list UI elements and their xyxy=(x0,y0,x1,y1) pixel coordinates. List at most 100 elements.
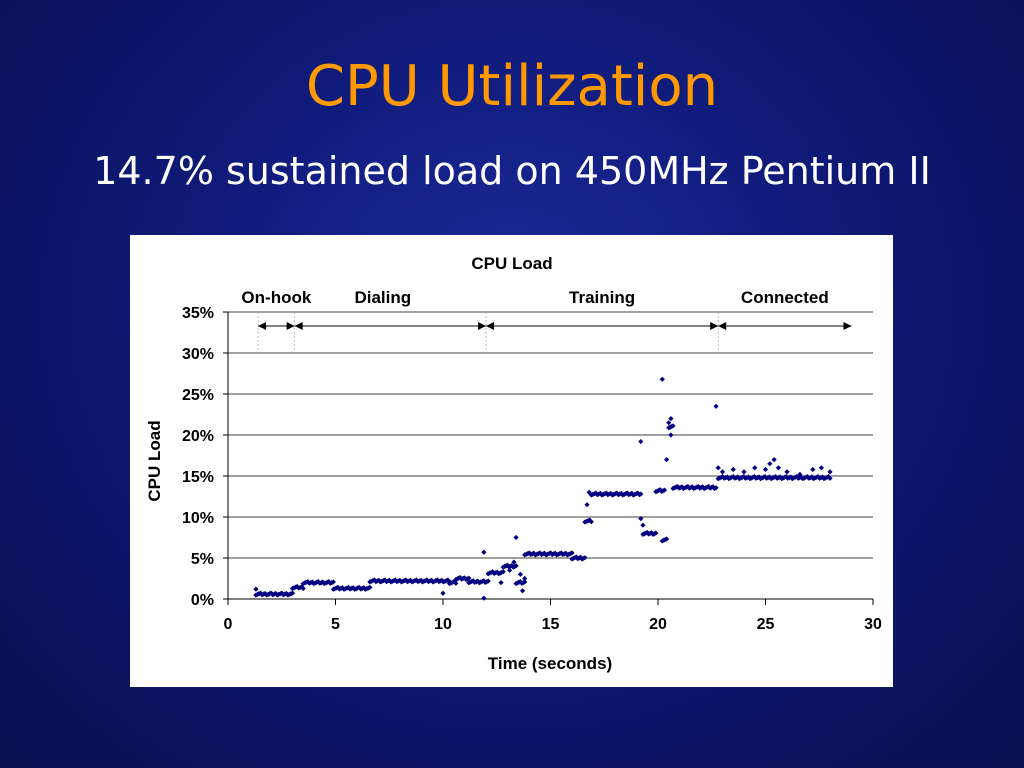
data-point xyxy=(771,457,777,463)
data-point xyxy=(640,522,646,528)
data-point xyxy=(526,550,532,556)
y-tick-label: 5% xyxy=(191,551,214,568)
x-axis-label: Time (seconds) xyxy=(488,654,612,673)
data-point xyxy=(485,578,491,584)
grid-layer xyxy=(228,311,873,559)
data-point xyxy=(775,465,781,471)
data-point xyxy=(330,579,336,585)
data-point xyxy=(522,579,528,585)
data-point xyxy=(511,559,517,565)
data-point xyxy=(517,579,523,585)
data-point xyxy=(644,529,650,536)
data-point xyxy=(730,466,736,473)
x-tick-label: 20 xyxy=(649,616,667,633)
data-point xyxy=(713,403,719,409)
data-point xyxy=(638,491,644,497)
phase-label: Training xyxy=(569,288,635,307)
y-tick-label: 35% xyxy=(182,305,214,322)
data-point xyxy=(376,577,382,583)
data-point xyxy=(638,516,644,522)
data-point xyxy=(666,420,672,426)
data-point xyxy=(569,550,575,556)
phase-arrowhead-left xyxy=(718,322,727,330)
data-point xyxy=(382,577,388,583)
data-point xyxy=(451,579,457,585)
phase-arrowhead-right xyxy=(478,322,486,330)
data-point xyxy=(648,530,655,536)
data-point xyxy=(367,584,373,590)
data-point xyxy=(403,577,409,583)
data-point xyxy=(509,562,515,569)
phase-label: Connected xyxy=(741,288,829,307)
data-point xyxy=(762,466,769,473)
data-point xyxy=(719,469,726,475)
data-point xyxy=(522,575,528,582)
cpu-load-series xyxy=(253,376,833,601)
y-tick-label: 10% xyxy=(182,510,214,527)
data-point xyxy=(818,465,824,471)
data-point xyxy=(745,474,752,480)
data-point xyxy=(309,579,315,585)
slide-subtitle: 14.7% sustained load on 450MHz Pentium I… xyxy=(93,149,931,193)
phase-arrowhead-left xyxy=(258,322,267,330)
data-point xyxy=(664,536,670,542)
x-tick-label: 10 xyxy=(434,616,452,633)
data-point xyxy=(783,474,789,480)
data-point xyxy=(537,550,543,556)
data-point xyxy=(268,590,274,596)
data-point xyxy=(552,550,558,556)
data-point xyxy=(481,549,487,555)
phase-arrowhead-left xyxy=(294,322,303,330)
data-point xyxy=(735,474,741,480)
data-point xyxy=(428,577,435,583)
data-point xyxy=(819,474,826,480)
x-tick-label: 25 xyxy=(757,616,775,633)
phase-arrowhead-right xyxy=(843,322,852,330)
data-point xyxy=(756,474,762,480)
data-point xyxy=(804,474,810,480)
data-point xyxy=(531,550,537,556)
data-point xyxy=(586,489,592,495)
y-tick-label: 30% xyxy=(182,346,214,363)
data-point xyxy=(588,519,594,525)
data-point xyxy=(653,530,659,536)
data-point xyxy=(715,465,721,471)
data-point xyxy=(794,474,800,480)
chart-title: CPU Load xyxy=(471,254,552,273)
data-point xyxy=(635,490,641,496)
data-point xyxy=(289,590,296,596)
data-point xyxy=(253,586,259,592)
data-point xyxy=(720,474,726,480)
data-point xyxy=(397,577,403,583)
data-point xyxy=(519,588,526,594)
data-point xyxy=(320,579,326,585)
phase-label: Dialing xyxy=(354,288,411,307)
data-point xyxy=(668,432,674,438)
data-point xyxy=(582,555,588,561)
y-tick-label: 0% xyxy=(191,592,214,609)
data-point xyxy=(584,502,590,508)
data-point xyxy=(541,550,548,556)
data-point xyxy=(784,469,790,475)
y-axis-label: CPU Load xyxy=(145,420,164,501)
y-tick-label: 20% xyxy=(182,428,214,445)
phase-layer: On-hook Dialing Training Connected xyxy=(241,288,852,352)
data-point xyxy=(668,416,674,422)
data-point xyxy=(659,376,665,382)
data-point xyxy=(741,469,747,475)
phase-arrowhead-right xyxy=(286,322,295,330)
data-point xyxy=(752,465,758,471)
data-point xyxy=(624,490,630,496)
x-tick-label: 5 xyxy=(331,616,340,633)
data-point xyxy=(439,577,445,583)
data-point xyxy=(548,550,554,556)
data-point xyxy=(335,584,341,590)
slide-title: CPU Utilization xyxy=(305,54,719,119)
data-point xyxy=(563,550,569,556)
data-point xyxy=(440,590,446,596)
chart-panel: CPU Load CPU Load Time (seconds) On-hook… xyxy=(130,235,893,687)
data-point xyxy=(500,569,506,575)
data-point xyxy=(466,575,472,581)
data-point xyxy=(345,584,352,590)
data-point xyxy=(498,580,504,586)
